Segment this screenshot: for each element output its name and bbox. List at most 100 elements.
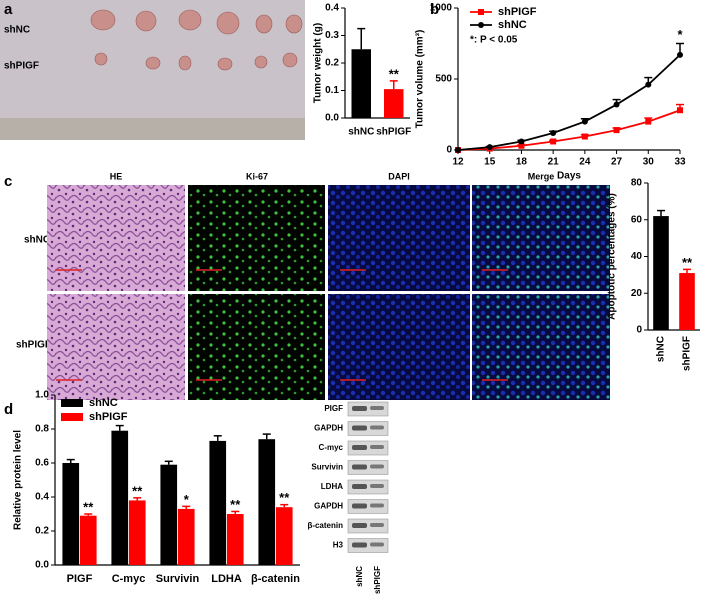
blot-label: GAPDH	[314, 502, 343, 511]
x-tick-label: 24	[579, 157, 591, 168]
marker	[613, 101, 620, 108]
marker	[518, 142, 525, 149]
band	[352, 523, 367, 528]
y-tick-label: 0.8	[35, 424, 49, 435]
blot-label: Survivin	[311, 463, 343, 472]
significance: *	[677, 27, 683, 42]
marker	[645, 118, 652, 125]
line	[457, 109, 681, 151]
panel-letter: d	[4, 401, 13, 418]
legend-swatch	[61, 399, 83, 407]
y-tick-label: 0.0	[35, 560, 49, 571]
row-label: shNC	[24, 235, 50, 246]
y-tick-label: 0.4	[325, 3, 339, 14]
legend-label: shNC	[498, 19, 527, 31]
marker	[677, 107, 683, 114]
bar	[160, 464, 178, 565]
blot-strip	[347, 479, 389, 495]
y-axis-label: Relative protein level	[13, 430, 24, 530]
bar	[226, 514, 244, 565]
y-tick-label: 0	[446, 145, 452, 156]
x-tick-label: PIGF	[67, 573, 93, 585]
bar	[177, 508, 195, 565]
y-tick-label: 80	[631, 178, 643, 189]
y-tick-label: 500	[435, 74, 452, 85]
column-header: Merge	[528, 171, 555, 181]
y-tick-label: 0.2	[325, 58, 339, 69]
panel-letter: b	[430, 1, 439, 18]
y-tick-label: 0.2	[35, 526, 49, 537]
x-tick-label: 12	[452, 157, 464, 168]
blot-strip	[347, 401, 389, 417]
bar	[128, 500, 146, 565]
column-header: HE	[110, 171, 123, 181]
bar	[258, 439, 276, 565]
marker	[645, 81, 652, 88]
y-axis-label: Tumor weight (g)	[313, 23, 324, 103]
band	[352, 464, 367, 470]
blot-strip	[347, 538, 389, 553]
legend-label: shPIGF	[89, 411, 128, 423]
note: *: P < 0.05	[470, 35, 518, 46]
y-tick-label: 60	[631, 214, 643, 225]
x-tick-label: 33	[674, 157, 686, 168]
significance: **	[230, 497, 241, 512]
x-tick-label: 27	[611, 157, 623, 168]
blot-label: LDHA	[321, 482, 343, 491]
y-tick-label: 0.6	[35, 458, 49, 469]
blot-strip	[347, 460, 389, 475]
bar	[275, 507, 293, 565]
marker	[677, 51, 683, 58]
column-header: Ki-67	[246, 171, 268, 181]
blot-strip	[347, 440, 389, 456]
band	[370, 503, 384, 508]
blot-strip	[347, 518, 389, 534]
band	[370, 464, 384, 469]
significance: **	[389, 66, 400, 81]
legend-marker	[478, 9, 484, 15]
panel-letter: c	[4, 173, 12, 190]
band	[352, 406, 367, 411]
band	[352, 503, 367, 509]
y-tick-label: 0.4	[35, 492, 49, 503]
blot-label: GAPDH	[314, 424, 343, 433]
micrographs	[47, 185, 610, 400]
line	[457, 54, 681, 151]
legend-label: shPIGF	[498, 6, 537, 18]
significance: **	[83, 499, 94, 514]
x-tick-label: shNC	[348, 127, 374, 138]
y-tick-label: 1000	[430, 3, 453, 14]
x-tick-label: shPIGF	[682, 336, 693, 371]
band	[352, 542, 367, 548]
panel-letter: a	[4, 1, 13, 18]
ruler	[0, 118, 305, 140]
band	[352, 445, 367, 450]
legend-label: shNC	[89, 397, 118, 409]
band	[370, 523, 384, 527]
blot-label: H3	[333, 541, 344, 550]
y-tick-label: 0.1	[325, 85, 339, 96]
bar	[351, 49, 371, 118]
bar	[679, 273, 695, 330]
tumors	[90, 9, 303, 71]
bar	[384, 89, 404, 118]
significance: **	[132, 483, 143, 498]
marker	[455, 147, 461, 153]
marker	[486, 144, 493, 151]
x-tick-label: 15	[484, 157, 496, 168]
lane-label: shNC	[355, 566, 364, 587]
y-axis-label: Tumor volume (mm³)	[415, 30, 426, 129]
bar	[79, 515, 97, 565]
x-tick-label: Survivin	[156, 573, 200, 585]
blot-strip	[347, 499, 389, 514]
x-tick-label: C-myc	[112, 573, 146, 585]
marker	[550, 129, 557, 136]
band	[370, 445, 384, 449]
blot-strip	[347, 421, 389, 436]
row-label: shPIGF	[16, 340, 51, 351]
marker	[581, 118, 588, 125]
row-label: shNC	[4, 25, 30, 36]
x-axis-label: Days	[557, 171, 581, 182]
